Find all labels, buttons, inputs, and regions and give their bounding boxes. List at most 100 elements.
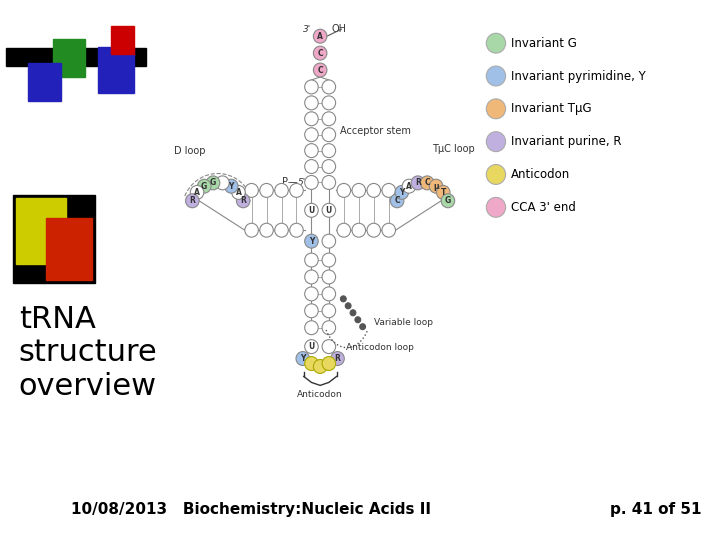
Text: Y: Y [300,354,305,363]
Text: G: G [201,181,207,191]
Circle shape [305,270,318,284]
Text: μ: μ [433,181,439,191]
Circle shape [322,204,336,217]
Circle shape [486,165,505,185]
Circle shape [313,63,327,77]
Text: Acceptor stem: Acceptor stem [341,126,411,136]
Circle shape [441,194,455,208]
Text: TμC loop: TμC loop [432,144,475,153]
Text: D loop: D loop [174,146,206,156]
Text: A: A [318,32,323,40]
Circle shape [322,253,336,267]
Text: G: G [210,178,216,187]
Circle shape [322,128,336,141]
Circle shape [382,223,395,237]
Circle shape [411,176,425,190]
Circle shape [245,223,258,237]
Text: 10/08/2013   Biochemistry:Nucleic Acids II: 10/08/2013 Biochemistry:Nucleic Acids II [71,502,431,517]
Circle shape [305,204,318,217]
Circle shape [390,194,404,208]
Text: R: R [415,178,420,187]
Bar [98,47,134,93]
Circle shape [305,144,318,158]
Circle shape [190,185,204,199]
Circle shape [486,132,505,152]
Text: C: C [424,178,430,187]
Circle shape [436,185,450,199]
Circle shape [330,352,344,366]
Circle shape [352,223,366,237]
Circle shape [367,184,380,198]
Text: Anticodon: Anticodon [297,390,343,400]
Circle shape [322,304,336,318]
Circle shape [260,184,274,198]
Circle shape [197,179,211,193]
Circle shape [350,310,356,316]
Text: U: U [325,206,332,215]
Circle shape [346,303,351,309]
Text: A: A [406,181,412,191]
Circle shape [275,223,288,237]
Circle shape [236,194,250,208]
Text: tRNA
structure
overview: tRNA structure overview [19,305,158,401]
Text: Anticodon loop: Anticodon loop [346,343,414,352]
Text: Invariant purine, R: Invariant purine, R [511,135,622,148]
Circle shape [305,340,318,354]
Circle shape [322,176,336,190]
Circle shape [305,234,318,248]
Circle shape [355,317,361,323]
Circle shape [337,223,351,237]
Bar [13,195,95,283]
Circle shape [360,323,366,330]
Circle shape [207,176,220,190]
Circle shape [322,96,336,110]
Circle shape [322,340,336,354]
Circle shape [322,321,336,335]
Text: G: G [445,196,451,205]
Circle shape [322,80,336,94]
Text: A: A [194,188,200,197]
Circle shape [313,360,327,374]
Text: OH: OH [332,24,347,34]
Circle shape [305,80,318,94]
Circle shape [322,144,336,158]
Text: P—: P— [282,178,298,187]
Circle shape [395,185,408,199]
Circle shape [367,223,380,237]
Text: R: R [335,354,341,363]
Text: C: C [395,196,400,205]
Text: A: A [235,188,241,197]
Circle shape [322,160,336,173]
Text: p. 41 of 51: p. 41 of 51 [610,502,701,517]
Circle shape [305,253,318,267]
Text: Y: Y [399,188,405,197]
Circle shape [486,66,505,86]
Circle shape [486,33,505,53]
Circle shape [352,184,366,198]
Circle shape [305,176,318,190]
Text: Y: Y [309,237,314,246]
Circle shape [322,356,336,370]
Circle shape [296,352,310,366]
Bar [53,39,86,77]
Circle shape [486,99,505,119]
Text: T: T [441,188,446,197]
Text: R: R [189,196,195,205]
Circle shape [322,234,336,248]
Circle shape [225,179,238,193]
Text: Anticodon: Anticodon [511,168,571,181]
Bar [46,218,92,280]
Circle shape [322,112,336,126]
Circle shape [337,184,351,198]
Text: 3': 3' [303,25,311,33]
Bar [111,26,134,54]
Text: Y: Y [228,181,234,191]
Text: Variable loop: Variable loop [374,318,433,327]
Circle shape [341,296,346,302]
Circle shape [260,223,274,237]
Circle shape [275,184,288,198]
Circle shape [313,29,327,43]
Circle shape [305,304,318,318]
Circle shape [420,176,434,190]
Text: Invariant TμG: Invariant TμG [511,103,592,116]
